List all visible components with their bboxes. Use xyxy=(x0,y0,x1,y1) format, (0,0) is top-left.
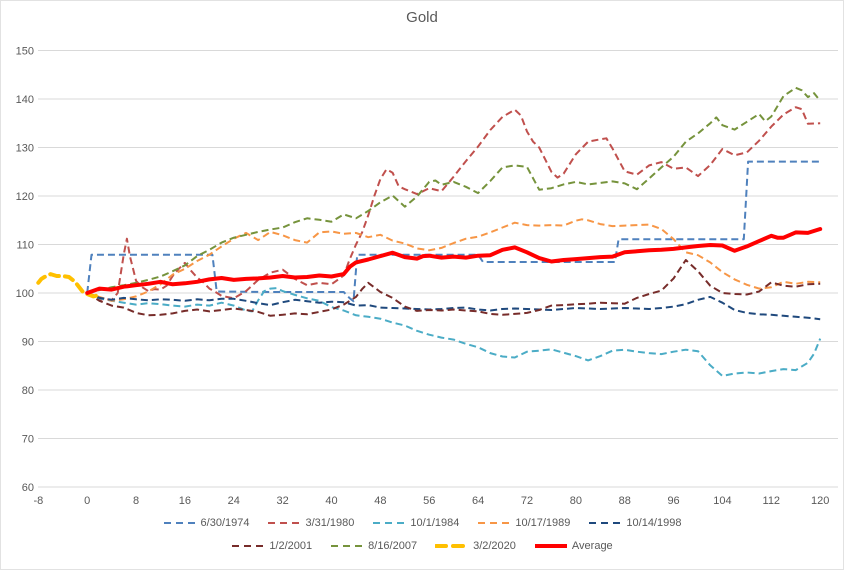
x-tick-label-0: 0 xyxy=(84,495,90,507)
y-tick-label-130: 130 xyxy=(16,143,34,155)
legend-line-sample xyxy=(435,544,470,548)
x-tick-label-32: 32 xyxy=(277,495,289,507)
legend-label: 3/31/1980 xyxy=(305,517,355,529)
legend-label: 3/2/2020 xyxy=(473,540,516,552)
legend-item-3-31-1980[interactable]: 3/31/1980 xyxy=(267,517,354,529)
legend-item-10-17-1989[interactable]: 10/17/1989 xyxy=(477,517,570,529)
legend-line-sample xyxy=(331,545,364,547)
x-tick-label-120: 120 xyxy=(811,495,829,507)
legend-line-sample xyxy=(589,522,622,524)
legend-item-3-2-2020[interactable]: 3/2/2020 xyxy=(435,540,516,552)
series-line-1-2-2001 xyxy=(86,259,821,317)
legend-label: 10/17/1989 xyxy=(515,517,571,529)
series-line-10-1-1984 xyxy=(86,287,822,377)
legend-line-sample xyxy=(478,522,511,524)
legend-row-2: 1/2/2001 8/16/2007 3/2/2020 Average xyxy=(1,540,843,552)
legend-label: 6/30/1974 xyxy=(200,517,250,529)
legend-label: 8/16/2007 xyxy=(368,540,418,552)
series-line-10-14-1998 xyxy=(86,292,821,321)
x-tick-label-72: 72 xyxy=(521,495,533,507)
legend-item-10-14-1998[interactable]: 10/14/1998 xyxy=(588,517,681,529)
legend-label: 10/14/1998 xyxy=(626,517,682,529)
series-line-10-17-1989 xyxy=(86,218,821,302)
series-line-8-16-2007 xyxy=(86,86,821,294)
x-tick-label-16: 16 xyxy=(179,495,191,507)
legend-item-8-16-2007[interactable]: 8/16/2007 xyxy=(330,540,417,552)
x-tick-label-96: 96 xyxy=(667,495,679,507)
x-tick-label-24: 24 xyxy=(228,495,240,507)
legend-label: Average xyxy=(571,540,613,552)
legend-item-10-1-1984[interactable]: 10/1/1984 xyxy=(372,517,459,529)
x-tick-label--8: -8 xyxy=(33,495,43,507)
y-tick-label-60: 60 xyxy=(22,482,34,494)
x-tick-label-8: 8 xyxy=(133,495,139,507)
y-tick-label-110: 110 xyxy=(16,240,34,252)
series-line-Average xyxy=(85,227,823,295)
series-line-3-31-1980 xyxy=(86,106,821,302)
y-tick-label-150: 150 xyxy=(16,46,34,58)
legend-item-1-2-2001[interactable]: 1/2/2001 xyxy=(231,540,312,552)
y-tick-label-80: 80 xyxy=(22,385,34,397)
x-tick-label-104: 104 xyxy=(713,495,731,507)
legend-line-sample xyxy=(163,522,196,524)
x-tick-label-40: 40 xyxy=(325,495,337,507)
legend-item-Average[interactable]: Average xyxy=(534,540,613,552)
legend-line-sample xyxy=(268,522,301,524)
chart-title: Gold xyxy=(406,9,438,26)
legend-row-1: 6/30/1974 3/31/1980 10/1/1984 10/17/1989 10/… xyxy=(1,517,843,529)
legend-line-sample xyxy=(373,522,406,524)
legend-label: 1/2/2001 xyxy=(269,540,313,552)
x-tick-label-112: 112 xyxy=(763,495,781,507)
y-tick-label-90: 90 xyxy=(22,337,34,349)
legend-line-sample xyxy=(232,545,265,547)
series-line-6-30-1974 xyxy=(86,160,821,303)
x-tick-label-56: 56 xyxy=(423,495,435,507)
legend-line-sample xyxy=(534,544,567,548)
y-tick-label-120: 120 xyxy=(16,191,34,203)
y-tick-label-70: 70 xyxy=(22,434,34,446)
x-tick-label-48: 48 xyxy=(374,495,386,507)
y-tick-label-140: 140 xyxy=(16,94,34,106)
legend-label: 10/1/1984 xyxy=(410,517,460,529)
plot-area: 60 70 80 90 100 110 120 130 140 150 -8 0 8 16 24 32 40 48… xyxy=(16,46,838,507)
x-tick-label-80: 80 xyxy=(570,495,582,507)
legend-item-6-30-1974[interactable]: 6/30/1974 xyxy=(163,517,250,529)
x-tick-label-64: 64 xyxy=(472,495,484,507)
y-tick-label-100: 100 xyxy=(16,288,34,300)
x-tick-label-88: 88 xyxy=(619,495,631,507)
